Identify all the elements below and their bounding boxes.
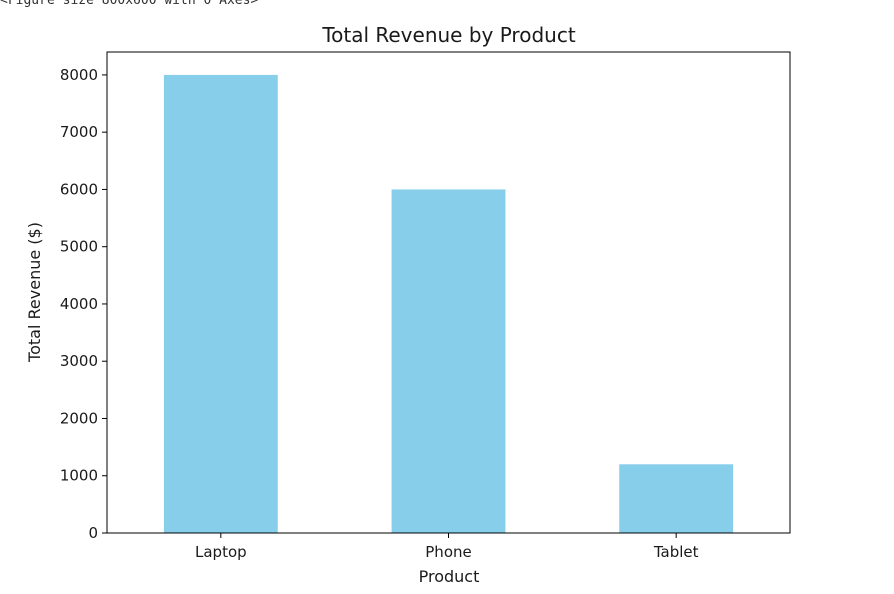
bar-tablet	[619, 464, 734, 533]
y-axis-label: Total Revenue ($)	[25, 222, 44, 363]
y-tick-label: 3000	[60, 352, 98, 370]
y-tick-label: 6000	[60, 180, 98, 198]
y-tick-label: 4000	[60, 295, 98, 313]
figure-size-note: <Figure size 800x600 with 0 Axes>	[0, 0, 259, 8]
y-tick-label: 1000	[60, 467, 98, 485]
y-axis-ticks: 0 1000 2000 3000 4000 5000 6000 7000 8000	[60, 66, 107, 542]
bar-laptop	[163, 74, 278, 534]
y-tick-label: 0	[88, 524, 98, 542]
x-axis-label: Product	[419, 567, 480, 586]
x-axis-ticks: Laptop Phone Tablet	[195, 533, 699, 561]
x-tick-label-phone: Phone	[425, 543, 471, 561]
bars-group	[163, 74, 734, 534]
plot-frame	[106, 51, 791, 534]
y-tick-label: 5000	[60, 238, 98, 256]
chart-title: Total Revenue by Product	[321, 23, 576, 47]
y-tick-label: 8000	[60, 66, 98, 84]
y-tick-label: 2000	[60, 409, 98, 427]
bar-phone	[391, 189, 506, 533]
y-tick-label: 7000	[60, 123, 98, 141]
x-tick-label-laptop: Laptop	[195, 543, 247, 561]
x-tick-label-tablet: Tablet	[653, 543, 699, 561]
